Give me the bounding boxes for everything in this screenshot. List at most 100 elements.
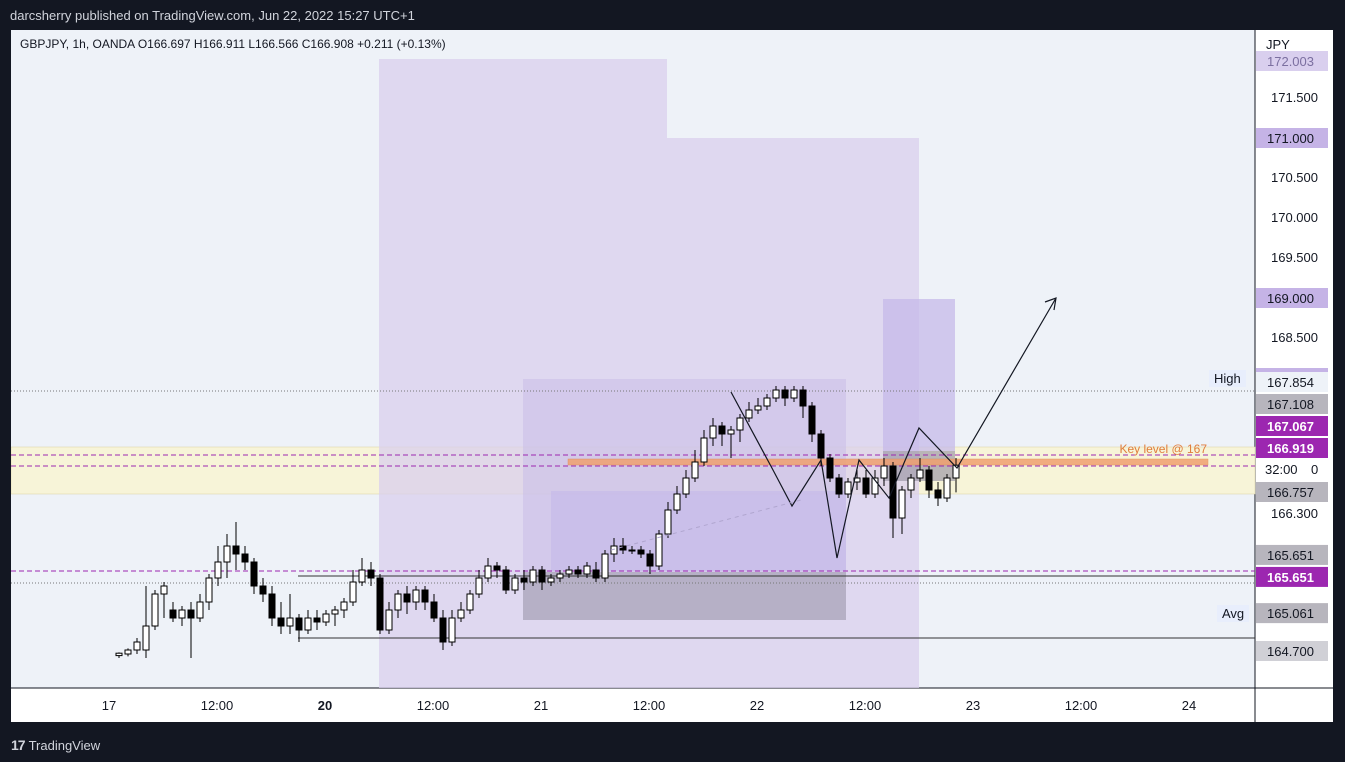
candle-bear: [925, 469, 933, 491]
x-tick-label: 23: [966, 698, 980, 713]
candle-bear: [250, 561, 258, 587]
candle-bear: [502, 569, 510, 591]
candle-bear: [493, 565, 501, 571]
y-tick-label: 168.500: [1271, 330, 1318, 345]
countdown: 32:00: [1265, 462, 1298, 477]
candle-bull: [331, 609, 339, 615]
price-badge-label: 166.757: [1267, 485, 1314, 500]
y-tick-label: 171.500: [1271, 90, 1318, 105]
arrow-head: [1044, 297, 1057, 311]
inner-dash: [610, 499, 802, 551]
price-badge-label: 164.700: [1267, 644, 1314, 659]
price-badge-label: 171.000: [1267, 131, 1314, 146]
symbol-legend[interactable]: GBPJPY, 1h, OANDA O166.697 H166.911 L166…: [20, 37, 446, 51]
candle-bull: [628, 549, 636, 552]
candles-layer: [115, 386, 960, 658]
y-tick-label: 169.500: [1271, 250, 1318, 265]
candle-bear: [637, 549, 645, 555]
target-box: [883, 299, 955, 451]
candle-bull: [880, 465, 888, 479]
key-level-label: Key level @ 167: [1119, 442, 1207, 456]
countdown-suffix: 0: [1311, 462, 1318, 477]
price-badge-label: 169.000: [1267, 291, 1314, 306]
candle-bear: [169, 609, 177, 619]
candle-bull: [709, 425, 717, 439]
candle-bear: [592, 569, 600, 579]
candle-bull: [340, 601, 348, 611]
candle-bull: [664, 509, 672, 535]
candle-bull: [358, 569, 366, 583]
candle-bear: [232, 545, 240, 555]
candle-bull: [448, 617, 456, 643]
candle-bull: [286, 617, 294, 627]
candle-bear: [520, 577, 528, 583]
candle-bull: [214, 561, 222, 579]
price-badge: [1256, 128, 1328, 148]
candle-bull: [727, 429, 735, 435]
candle-bear: [619, 545, 627, 551]
y-tick-label: 170.000: [1271, 210, 1318, 225]
candle-bull: [322, 613, 330, 623]
candle-bull: [700, 437, 708, 463]
candle-bull: [349, 581, 357, 603]
key-level-band: [567, 458, 1209, 466]
candle-bear: [826, 457, 834, 479]
candle-bear: [187, 609, 195, 619]
candle-bear: [295, 617, 303, 631]
y-tick-label: 166.300: [1271, 506, 1318, 521]
x-tick-label: 12:00: [201, 698, 234, 713]
candle-bull: [529, 569, 537, 583]
candle-bear: [268, 593, 276, 619]
price-badge: [1256, 416, 1328, 436]
price-badge: [1256, 51, 1328, 71]
candle-bull: [205, 577, 213, 603]
candle-bear: [421, 589, 429, 603]
price-chart[interactable]: Key level @ 167 171.500 170.500 170.000 169…: [11, 30, 1333, 722]
candle-bull: [916, 469, 924, 479]
candle-bull: [601, 553, 609, 579]
candle-bull: [511, 577, 519, 591]
candle-bear: [646, 553, 654, 567]
price-badge-label: 165.651: [1267, 548, 1314, 563]
price-badge: [1256, 603, 1328, 624]
candle-bull: [844, 481, 852, 495]
y-tick-label: 170.500: [1271, 170, 1318, 185]
candle-bear: [241, 553, 249, 563]
price-badges: 172.003171.000169.000168.000167.854167.1…: [1256, 51, 1328, 661]
range-box-bottom: [523, 572, 846, 620]
tradingview-logo[interactable]: 17 TradingView: [11, 737, 100, 753]
candle-bear: [367, 569, 375, 579]
candle-bull: [484, 565, 492, 579]
candle-bull: [745, 409, 753, 419]
x-tick-label: 17: [102, 698, 116, 713]
x-tick-label: 12:00: [1065, 698, 1098, 713]
candle-bull: [412, 589, 420, 603]
candle-bull: [772, 389, 780, 399]
candle-bull: [304, 617, 312, 631]
candle-bull: [475, 577, 483, 595]
candle-bear: [817, 433, 825, 459]
candle-bull: [394, 593, 402, 611]
candle-bull: [178, 609, 186, 619]
candle-bull: [151, 593, 159, 627]
currency-label: JPY: [1266, 37, 1290, 52]
candle-bear: [430, 601, 438, 619]
candle-bear: [259, 585, 267, 595]
price-badge: [1256, 544, 1328, 565]
price-badge-label: 165.061: [1267, 606, 1314, 621]
candle-bull: [565, 569, 573, 575]
price-badge-label: 172.003: [1267, 54, 1314, 69]
candle-bear: [277, 617, 285, 627]
candle-bull: [583, 565, 591, 575]
avg-tag: Avg: [1217, 605, 1250, 622]
price-badge-label: 165.651: [1267, 570, 1314, 585]
footer: 17 TradingView: [0, 732, 1345, 762]
candle-bull: [673, 493, 681, 511]
x-tick-label: 24: [1182, 698, 1196, 713]
publish-text: darcsherry published on TradingView.com,…: [10, 8, 415, 23]
chart-area[interactable]: Key level @ 167 171.500 170.500 170.000 169…: [11, 30, 1333, 722]
candle-bull: [142, 625, 150, 651]
price-badge: [1256, 566, 1328, 587]
candle-bear: [934, 489, 942, 499]
price-badge: [1256, 288, 1328, 308]
